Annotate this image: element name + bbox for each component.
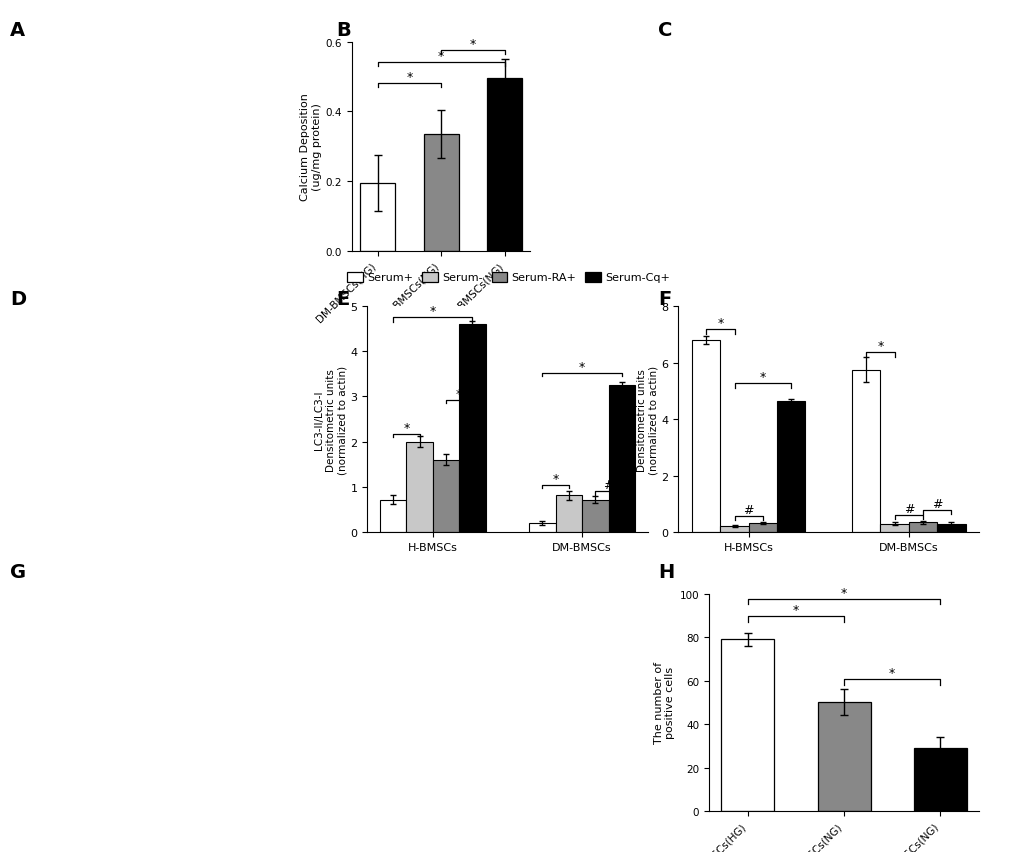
Bar bbox=[380, 500, 406, 532]
Text: *: * bbox=[552, 473, 558, 486]
Text: *: * bbox=[437, 49, 444, 63]
Text: *: * bbox=[792, 604, 798, 617]
Bar bbox=[608, 386, 634, 532]
Legend: Serum+, Serum-, Serum-RA+, Serum-Cq+: Serum+, Serum-, Serum-RA+, Serum-Cq+ bbox=[346, 273, 669, 283]
Bar bbox=[719, 527, 748, 532]
Bar bbox=[360, 183, 394, 251]
Bar bbox=[776, 401, 805, 532]
Text: *: * bbox=[403, 421, 409, 434]
Text: *: * bbox=[455, 387, 462, 400]
Text: E: E bbox=[336, 290, 350, 308]
Bar bbox=[459, 325, 485, 532]
Text: C: C bbox=[657, 21, 672, 40]
Bar bbox=[817, 702, 869, 811]
Bar bbox=[487, 79, 522, 251]
Text: B: B bbox=[336, 21, 351, 40]
Bar bbox=[691, 341, 719, 532]
Text: F: F bbox=[657, 290, 671, 308]
Bar bbox=[432, 460, 459, 532]
Bar bbox=[582, 500, 608, 532]
Text: *: * bbox=[876, 339, 882, 353]
Text: D: D bbox=[10, 290, 26, 308]
Bar bbox=[913, 748, 966, 811]
Text: *: * bbox=[579, 360, 585, 373]
Text: #: # bbox=[743, 504, 753, 516]
Bar bbox=[720, 640, 773, 811]
Bar bbox=[529, 523, 555, 532]
Y-axis label: Calcium Deposition
(ug/mg protein): Calcium Deposition (ug/mg protein) bbox=[300, 93, 321, 201]
Text: *: * bbox=[716, 317, 722, 330]
Bar bbox=[908, 522, 936, 532]
Text: #: # bbox=[602, 479, 613, 492]
Bar bbox=[406, 442, 432, 532]
Text: A: A bbox=[10, 21, 25, 40]
Y-axis label: LC3-II/LC3-I
Densitometric units
(normalized to actin): LC3-II/LC3-I Densitometric units (normal… bbox=[314, 366, 347, 474]
Bar bbox=[936, 524, 965, 532]
Text: H: H bbox=[657, 562, 674, 581]
Y-axis label: P62
Densitometric units
(normalized to actin): P62 Densitometric units (normalized to a… bbox=[625, 366, 658, 474]
Y-axis label: The number of
positive cells: The number of positive cells bbox=[653, 661, 675, 744]
Text: #: # bbox=[903, 503, 913, 515]
Text: #: # bbox=[931, 498, 942, 510]
Bar bbox=[879, 524, 908, 532]
Text: *: * bbox=[889, 666, 895, 680]
Bar bbox=[555, 496, 582, 532]
Bar bbox=[423, 135, 459, 251]
Bar bbox=[851, 371, 879, 532]
Text: *: * bbox=[470, 37, 476, 50]
Text: *: * bbox=[840, 586, 847, 599]
Text: *: * bbox=[759, 371, 765, 383]
Text: *: * bbox=[429, 305, 435, 318]
Text: *: * bbox=[406, 71, 412, 83]
Bar bbox=[748, 523, 776, 532]
Text: G: G bbox=[10, 562, 26, 581]
